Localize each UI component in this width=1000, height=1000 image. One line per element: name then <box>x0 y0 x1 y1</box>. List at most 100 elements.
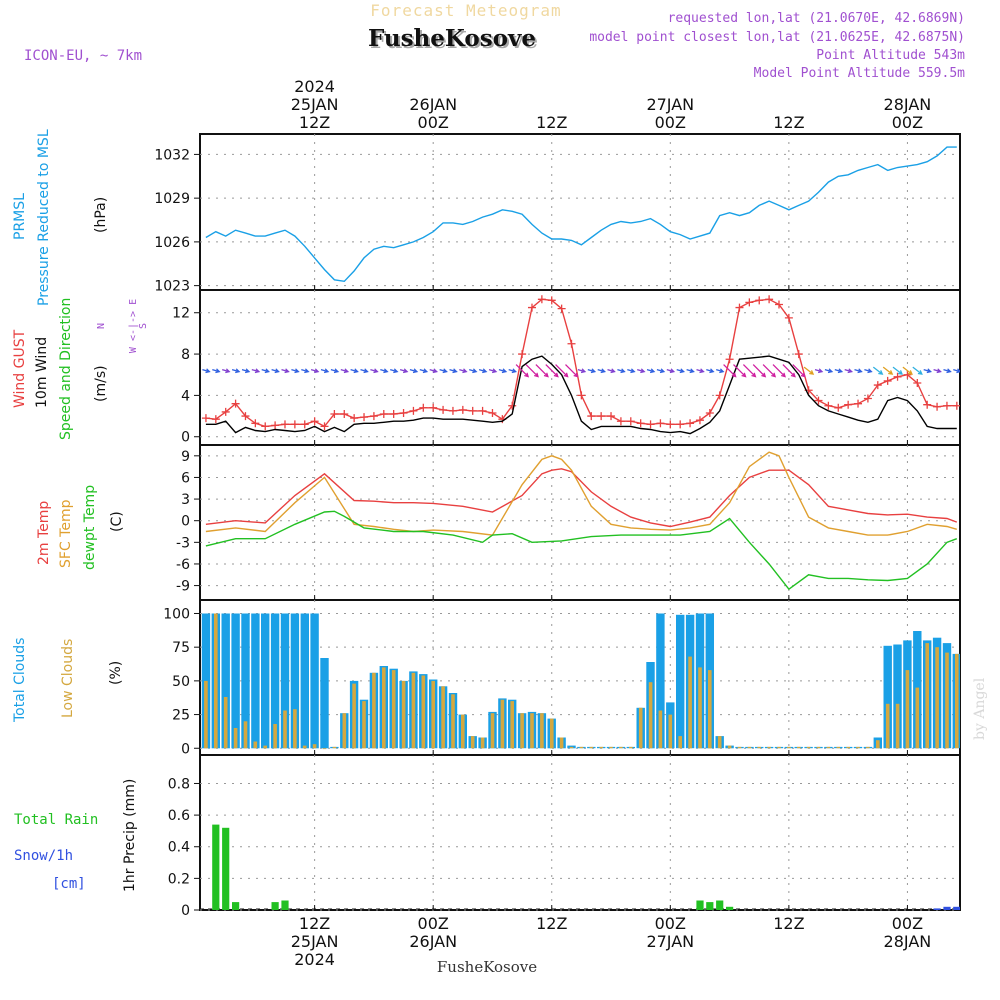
wind-arrow <box>733 364 747 378</box>
top-time-label: 12Z <box>773 113 804 132</box>
low-cloud-bar <box>204 680 208 749</box>
wind-arrow <box>251 368 261 374</box>
gust-marker <box>429 403 438 412</box>
2m-temp-line <box>205 468 958 528</box>
total-cloud-bar <box>261 613 270 749</box>
precip-label-rain: Total Rain <box>14 812 98 828</box>
clouds-ytick-label: 75 <box>172 640 190 656</box>
wind-arrow <box>525 364 539 378</box>
top-time-label: 12Z <box>299 113 330 132</box>
wind-arrow <box>449 368 458 374</box>
wind-arrow <box>231 368 241 374</box>
wind-arrow <box>261 368 270 374</box>
wind-arrow <box>390 368 399 374</box>
model-label: ICON-EU, ~ 7km <box>24 48 142 64</box>
wind-ytick-label: 12 <box>172 306 190 322</box>
pressure-frame <box>199 133 961 291</box>
wind-ytick-label: 0 <box>181 430 190 446</box>
low-cloud-bar <box>342 713 347 749</box>
low-cloud-bar <box>322 748 327 750</box>
gust-marker <box>448 406 457 415</box>
gust-marker <box>844 400 853 409</box>
gust-marker <box>695 416 704 425</box>
gust-marker <box>735 303 744 312</box>
wind-arrow <box>953 368 960 374</box>
wind-unit: (m/s) <box>93 365 109 402</box>
wind-arrow <box>320 368 330 374</box>
precip-panel-labels: Total Rain Snow/1h [cm] 1hr Precip (mm) <box>14 779 138 892</box>
gust-marker <box>458 405 467 414</box>
wind-arrow <box>469 368 478 374</box>
bottom-time-label: 27JAN <box>646 932 694 951</box>
low-cloud-bar <box>797 746 801 749</box>
pressure-panel: 1023 1026 1029 1032 <box>154 133 961 295</box>
temperature-frame <box>199 444 961 601</box>
wind-arrow <box>459 368 468 374</box>
wind-arrow <box>923 368 933 374</box>
gust-marker <box>873 381 882 390</box>
low-cloud-bar <box>441 686 445 749</box>
total-cloud-bar <box>893 644 902 749</box>
gust-marker <box>360 413 369 422</box>
total-cloud-bar <box>676 614 685 749</box>
gust-marker <box>478 406 487 415</box>
low-cloud-bar <box>431 680 435 749</box>
low-cloud-bar <box>540 713 544 749</box>
snow-bar <box>933 908 941 910</box>
gust-marker <box>705 408 714 417</box>
wind-arrow <box>409 368 419 374</box>
gust-marker <box>636 419 645 428</box>
top-time-label: 28JAN <box>884 95 932 114</box>
gust-marker <box>814 396 823 405</box>
wind-arrow <box>943 368 952 374</box>
gust-marker <box>231 399 240 408</box>
precipitation-ytick-label: 0.8 <box>168 776 190 792</box>
temperature-panel: -9 -6 -3 0 3 6 9 <box>176 444 961 601</box>
bottom-time-label: 26JAN <box>409 932 457 951</box>
gust-marker <box>765 295 774 304</box>
precipitation-ytick-label: 0.2 <box>168 871 190 887</box>
gust-marker <box>369 412 378 421</box>
low-cloud-bar <box>293 709 297 749</box>
wind-arrow <box>814 368 824 374</box>
bottom-time-label: 00Z <box>418 914 449 933</box>
clouds-plot-area <box>201 613 960 750</box>
gust-marker <box>261 422 270 431</box>
gust-marker <box>201 414 210 423</box>
gust-marker <box>824 401 833 410</box>
low-cloud-bar <box>806 746 811 749</box>
gust-marker <box>508 401 517 410</box>
pressure-unit: (hPa) <box>93 197 109 233</box>
total-cloud-bar <box>241 613 250 749</box>
clouds-ytick-label: 0 <box>181 741 190 757</box>
gust-marker <box>646 420 655 429</box>
chart-panels: 1023 1026 1029 1032 0 4 8 12 -9 -6 -3 0 3 6 9 0 25 50 75 10… <box>154 133 961 919</box>
gust-marker <box>271 421 280 430</box>
precipitation-plot-area <box>200 824 960 910</box>
bottom-time-label: 12Z <box>536 914 567 933</box>
clouds-ytick-label: 50 <box>172 674 190 690</box>
header-title: Forecast Meteogram <box>370 1 561 20</box>
low-cloud-bar <box>708 670 712 749</box>
rain-bar <box>706 902 714 910</box>
low-cloud-bar <box>283 710 287 749</box>
low-cloud-bar <box>717 736 722 749</box>
wind-arrow <box>577 368 587 374</box>
total-cloud-bar <box>883 645 892 749</box>
wind-arrow <box>488 368 498 374</box>
low-cloud-bar <box>846 746 850 749</box>
wind-arrow <box>762 364 777 378</box>
wind-arrow <box>854 368 863 374</box>
sfc-temp-line <box>205 451 957 536</box>
wind-arrow <box>380 368 389 374</box>
wind-arrow <box>824 368 834 374</box>
low-cloud-bar <box>945 652 949 749</box>
wind-arrow <box>301 368 310 374</box>
low-cloud-bar <box>895 703 900 749</box>
gust-marker <box>300 420 309 429</box>
low-cloud-bar <box>510 701 514 749</box>
gust-marker <box>340 410 349 418</box>
gust-marker <box>409 406 418 415</box>
low-cloud-bar <box>312 744 317 749</box>
wind-arrow <box>882 366 894 375</box>
